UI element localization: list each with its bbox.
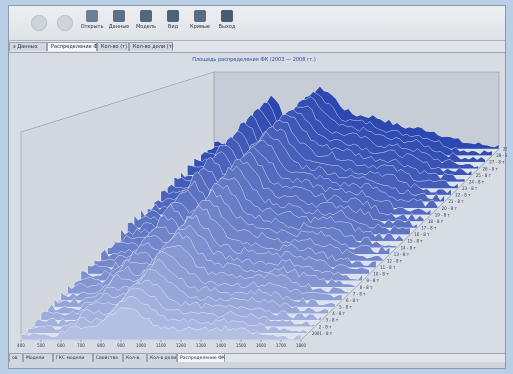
series-label: 6 - 8 т xyxy=(346,298,359,303)
series-label: 29 - 8 т xyxy=(503,147,507,152)
spectrum-series xyxy=(27,296,309,334)
tab-top-0[interactable]: з Данных xyxy=(9,42,47,51)
series-label: 28 - 8 т xyxy=(496,153,507,158)
series-label: 17 - 8 т xyxy=(421,226,437,231)
series-label: 23 - 8 т xyxy=(462,186,478,191)
x-tick-label: 1200 xyxy=(176,343,187,348)
tab-top-2[interactable]: Кол-во (т) xyxy=(97,42,129,51)
x-tick-label: 500 xyxy=(37,343,45,348)
chart-title: Площадь распределения ФК (2003 — 2008 гг… xyxy=(192,57,316,63)
series-label: 9 - 8 т xyxy=(366,278,379,283)
toolbar-button-label: Модель xyxy=(135,24,157,30)
toolbar-button-label: Открыть xyxy=(80,24,104,30)
waterfall-chart: 29 - 8 т28 - 8 т 27 - 8 т26 - 8 т 25 - 8 т… xyxy=(17,71,507,348)
forward-icon[interactable] xyxy=(57,15,73,31)
model-button[interactable]: Модель xyxy=(133,9,159,37)
series-label: 2 - 8 т xyxy=(319,324,332,329)
x-tick-label: 400 xyxy=(17,343,25,348)
open-icon xyxy=(86,10,98,22)
toolbar-button-label: Вид xyxy=(167,24,179,30)
series-label: 20 - 8 т xyxy=(442,206,458,211)
exit-icon xyxy=(221,10,233,22)
series-label: 13 - 8 т xyxy=(394,252,410,257)
series-label: 11 - 8 т xyxy=(380,265,396,270)
x-tick-label: 1000 xyxy=(136,343,147,348)
toolbar-button-label: Данные xyxy=(108,24,130,30)
tab-top-3[interactable]: Кол-во доли (т) xyxy=(129,42,174,51)
x-tick-label: 800 xyxy=(97,343,105,348)
series-label: 2001 - 8 т xyxy=(312,331,333,336)
spectrum-series xyxy=(20,307,302,341)
back-icon[interactable] xyxy=(31,15,47,31)
x-tick-label: 1500 xyxy=(236,343,247,348)
spectrum-series xyxy=(40,279,322,321)
series-label: 16 - 8 т xyxy=(414,232,430,237)
x-tick-label: 1700 xyxy=(276,343,287,348)
exit-button[interactable]: Выход xyxy=(214,9,240,37)
series-label: 19 - 8 т xyxy=(435,212,451,217)
x-tick-label: 1600 xyxy=(256,343,267,348)
status-bar xyxy=(9,362,505,368)
x-tick-label: 1400 xyxy=(216,343,227,348)
series-label: 5 - 8 т xyxy=(339,305,352,310)
spectrum-series xyxy=(34,287,315,328)
x-tick-label: 900 xyxy=(117,343,125,348)
series-label: 4 - 8 т xyxy=(332,311,345,316)
application-window: Открыть Данные Модель Вид Кривые Выход з Данн… xyxy=(8,5,507,369)
series-label: 12 - 8 т xyxy=(387,259,403,264)
series-label: 24 - 8 т xyxy=(469,179,485,184)
bottom-tab-bar: ов Модели ГКС модели Свойства Кол-в. Кол-в до… xyxy=(9,353,505,364)
tab-top-1[interactable]: Распределение ФК xyxy=(47,42,101,51)
curves-icon xyxy=(194,10,206,22)
open-button[interactable]: Открыть xyxy=(79,9,105,37)
x-tick-label: 600 xyxy=(57,343,65,348)
top-tab-bar: з Данных Распределение ФК Кол-во (т) Кол-во… xyxy=(9,41,505,53)
spectrum-series xyxy=(47,268,329,314)
series-label: 22 - 8 т xyxy=(455,193,471,198)
view-icon xyxy=(167,10,179,22)
x-tick-label: 1800 xyxy=(296,343,307,348)
plot-area: 29 - 8 т28 - 8 т 27 - 8 т26 - 8 т 25 - 8 т… xyxy=(9,53,507,353)
x-tick-label: 1300 xyxy=(196,343,207,348)
series-label: 10 - 8 т xyxy=(373,272,389,277)
data-icon xyxy=(113,10,125,22)
curves-button[interactable]: Кривые xyxy=(187,9,213,37)
view-button[interactable]: Вид xyxy=(160,9,186,37)
series-label: 7 - 8 т xyxy=(353,291,366,296)
x-tick-label: 1100 xyxy=(156,343,167,348)
series-label: 25 - 8 т xyxy=(476,173,492,178)
series-label: 18 - 8 т xyxy=(428,219,444,224)
series-label: 14 - 8 т xyxy=(401,245,417,250)
series-label: 26 - 8 т xyxy=(483,166,499,171)
series-label: 3 - 8 т xyxy=(326,318,339,323)
toolbar-button-label: Кривые xyxy=(190,24,210,30)
toolbar: Открыть Данные Модель Вид Кривые Выход xyxy=(9,6,505,41)
series-label: 8 - 8 т xyxy=(360,285,373,290)
x-tick-label: 700 xyxy=(77,343,85,348)
data-button[interactable]: Данные xyxy=(106,9,132,37)
model-icon xyxy=(140,10,152,22)
series-label: 21 - 8 т xyxy=(448,199,464,204)
toolbar-button-label: Выход xyxy=(218,24,236,30)
series-label: 15 - 8 т xyxy=(407,239,423,244)
series-label: 27 - 8 т xyxy=(489,160,505,165)
